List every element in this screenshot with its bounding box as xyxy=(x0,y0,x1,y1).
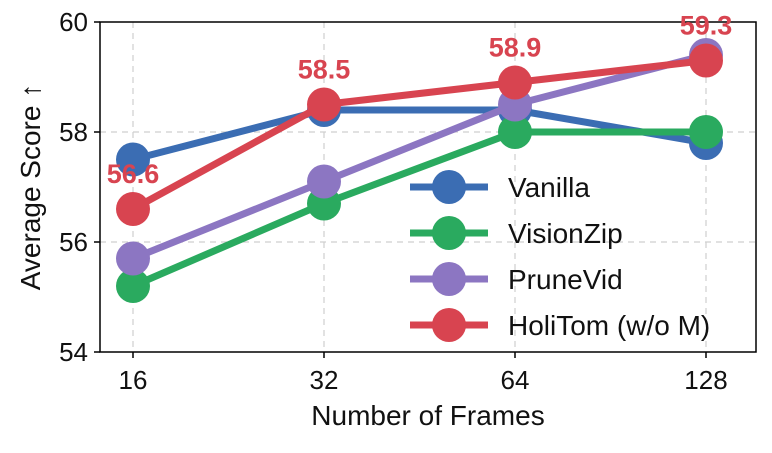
legend-item: VisionZip xyxy=(410,216,623,250)
data-point-prunevid xyxy=(116,241,150,276)
series-holitom-w-o-m xyxy=(116,43,723,226)
series-line-holitom-w-o-m xyxy=(129,57,710,213)
x-axis-label: Number of Frames xyxy=(311,400,544,431)
legend-marker xyxy=(432,170,466,204)
legend-marker xyxy=(432,216,466,250)
legend-marker xyxy=(432,308,466,342)
y-axis-label: Average Score ↑ xyxy=(15,84,46,291)
data-point-holitom-w-o-m xyxy=(116,192,150,226)
data-point-visionzip xyxy=(498,115,532,149)
data-point-vanilla xyxy=(116,142,150,177)
data-label: 58.5 xyxy=(298,55,351,85)
legend-item: PruneVid xyxy=(410,262,623,296)
plot-frame xyxy=(99,21,757,353)
data-point-holitom-w-o-m xyxy=(689,43,723,78)
data-label: 58.9 xyxy=(489,33,542,63)
y-tick-label: 58 xyxy=(59,117,88,147)
legend-marker xyxy=(432,262,466,296)
series-prunevid xyxy=(116,38,723,276)
x-tick-label: 32 xyxy=(310,365,339,395)
x-tick-label: 16 xyxy=(119,365,148,395)
series-line-visionzip xyxy=(129,128,710,290)
x-tick-label: 128 xyxy=(684,365,727,395)
data-point-visionzip xyxy=(116,269,150,303)
series-line-prunevid xyxy=(129,51,710,262)
legend-item: HoliTom (w/o M) xyxy=(410,308,710,342)
data-point-holitom-w-o-m xyxy=(498,65,532,100)
axis-ticks: 54 56 58 60 16 32 64 128 xyxy=(59,7,728,395)
legend-label: Vanilla xyxy=(508,172,590,203)
data-point-holitom-w-o-m xyxy=(307,87,341,122)
legend-item: Vanilla xyxy=(410,170,590,204)
series-group xyxy=(116,38,723,303)
data-label: 59.3 xyxy=(680,11,733,41)
data-point-prunevid xyxy=(307,164,341,199)
data-labels: 56.6 58.5 58.9 59.3 xyxy=(107,11,733,190)
y-tick-label: 54 xyxy=(59,337,88,367)
data-label: 56.6 xyxy=(107,159,160,189)
legend: Vanilla VisionZip PruneVid HoliTom (w/o M) xyxy=(410,170,710,342)
legend-label: VisionZip xyxy=(508,218,623,249)
x-tick-label: 64 xyxy=(501,365,530,395)
legend-label: PruneVid xyxy=(508,264,623,295)
y-tick-label: 56 xyxy=(59,227,88,257)
y-tick-label: 60 xyxy=(59,7,88,37)
data-point-visionzip xyxy=(689,115,723,149)
legend-label: HoliTom (w/o M) xyxy=(508,310,710,341)
series-line-vanilla xyxy=(129,106,710,163)
